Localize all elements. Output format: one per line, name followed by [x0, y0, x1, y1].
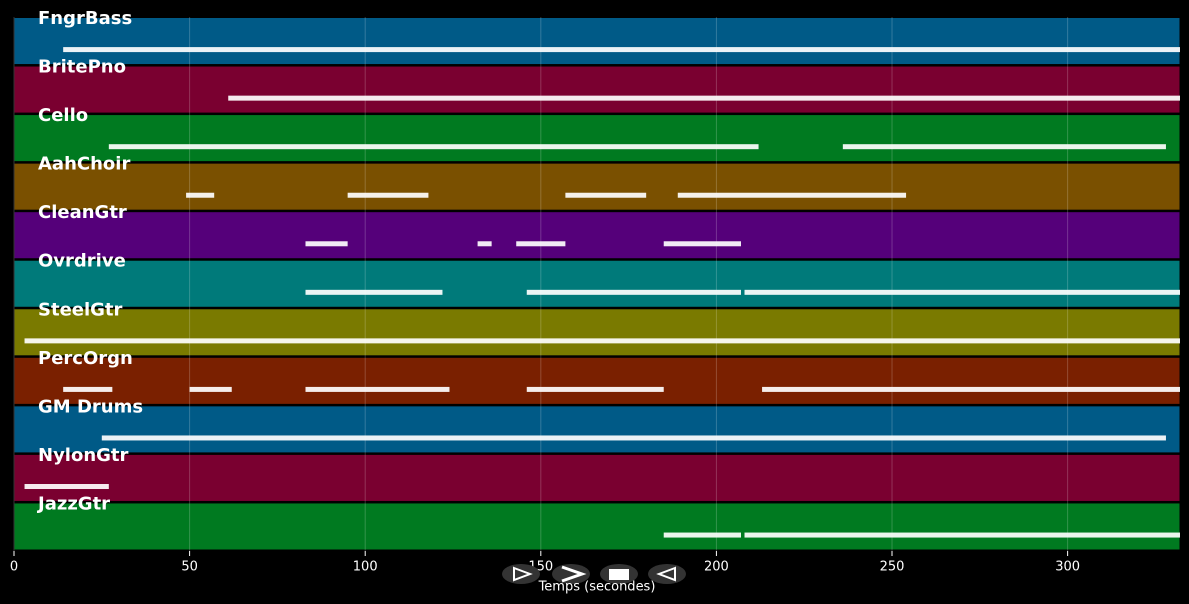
stop-icon — [609, 569, 629, 580]
note-span — [744, 289, 1180, 295]
forward-button[interactable] — [552, 564, 590, 584]
play-icon — [513, 566, 533, 582]
track-label: GM Drums — [38, 396, 143, 417]
note-span — [305, 386, 450, 392]
lane — [13, 502, 1181, 551]
note-span — [663, 241, 741, 247]
note-span — [347, 192, 429, 198]
note-span — [24, 484, 109, 490]
note-span — [744, 532, 1180, 538]
forward-icon — [561, 565, 587, 583]
track-label: NylonGtr — [38, 445, 129, 466]
note-span — [565, 192, 647, 198]
lane — [13, 162, 1181, 211]
note-span — [63, 386, 113, 392]
play-button[interactable] — [502, 564, 540, 584]
note-span — [101, 435, 1166, 441]
lane — [13, 308, 1181, 357]
lane — [13, 114, 1181, 163]
controls — [502, 564, 686, 584]
x-tick-label: 100 — [353, 560, 378, 575]
note-span — [477, 241, 492, 247]
track-label: JazzGtr — [36, 493, 110, 514]
x-tick-label: 200 — [704, 560, 729, 575]
note-span — [516, 241, 566, 247]
track-label: Cello — [38, 105, 88, 126]
note-span — [842, 144, 1166, 150]
note-span — [186, 192, 215, 198]
track-label: FngrBass — [38, 8, 132, 29]
lane — [13, 65, 1181, 114]
lane — [13, 211, 1181, 260]
track-label: BritePno — [38, 57, 126, 78]
x-tick-label: 0 — [10, 560, 18, 575]
track-label: CleanGtr — [38, 202, 127, 223]
note-span — [63, 47, 1180, 53]
note-span — [228, 95, 1181, 101]
note-span — [305, 289, 443, 295]
note-span — [526, 289, 741, 295]
note-span — [762, 386, 1180, 392]
note-span — [663, 532, 741, 538]
note-span — [677, 192, 907, 198]
x-tick-label: 250 — [880, 560, 905, 575]
lane — [13, 356, 1181, 405]
lane — [13, 453, 1181, 502]
note-span — [189, 386, 232, 392]
x-axis-label: Temps (secondes) — [538, 580, 656, 595]
track-label: Ovrdrive — [38, 251, 126, 272]
track-label: PercOrgn — [38, 348, 133, 369]
x-tick-label: 300 — [1055, 560, 1080, 575]
x-tick-label: 50 — [181, 560, 198, 575]
back-icon — [656, 566, 676, 582]
lane — [13, 405, 1181, 454]
lane — [13, 17, 1181, 66]
track-label: AahChoir — [38, 154, 130, 175]
note-span — [526, 386, 664, 392]
note-span — [305, 241, 348, 247]
note-span — [108, 144, 759, 150]
note-span — [24, 338, 1181, 344]
back-button[interactable] — [648, 564, 686, 584]
lane — [13, 259, 1181, 308]
track-label: SteelGtr — [38, 299, 123, 320]
